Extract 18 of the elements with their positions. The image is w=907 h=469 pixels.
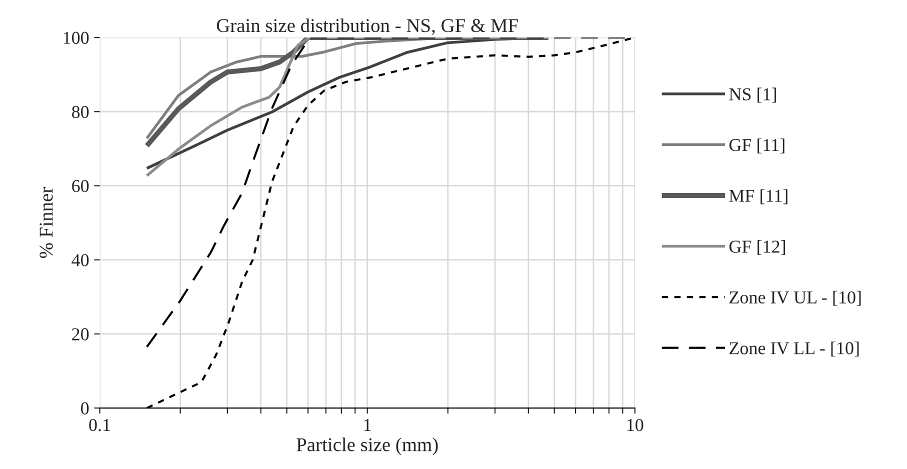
x-axis-title: Particle size (mm) [296, 438, 438, 456]
legend-label: NS [1] [729, 88, 776, 103]
x-tick-label: 10 [627, 418, 644, 432]
y-tick-label: 40 [72, 254, 89, 266]
legend-label: Zone IV UL - [10] [730, 290, 861, 306]
y-tick-label: 60 [72, 180, 89, 192]
y-tick-label: 100 [64, 32, 89, 44]
x-tick-label: 0.1 [89, 418, 110, 432]
y-axis-title: % Finner [40, 187, 53, 258]
legend-label: MF [11] [729, 189, 788, 204]
y-tick-label: 80 [72, 106, 89, 118]
legend-label: GF [11] [729, 138, 784, 154]
y-tick-label: 20 [72, 328, 89, 340]
x-tick-label: 1 [364, 419, 371, 431]
legend-label: GF [12] [729, 240, 785, 255]
legend-label: Zone IV LL - [10] [730, 342, 859, 357]
y-tick-label: 0 [81, 402, 89, 414]
chart-title: Grain size distribution - NS, GF & MF [216, 18, 518, 35]
